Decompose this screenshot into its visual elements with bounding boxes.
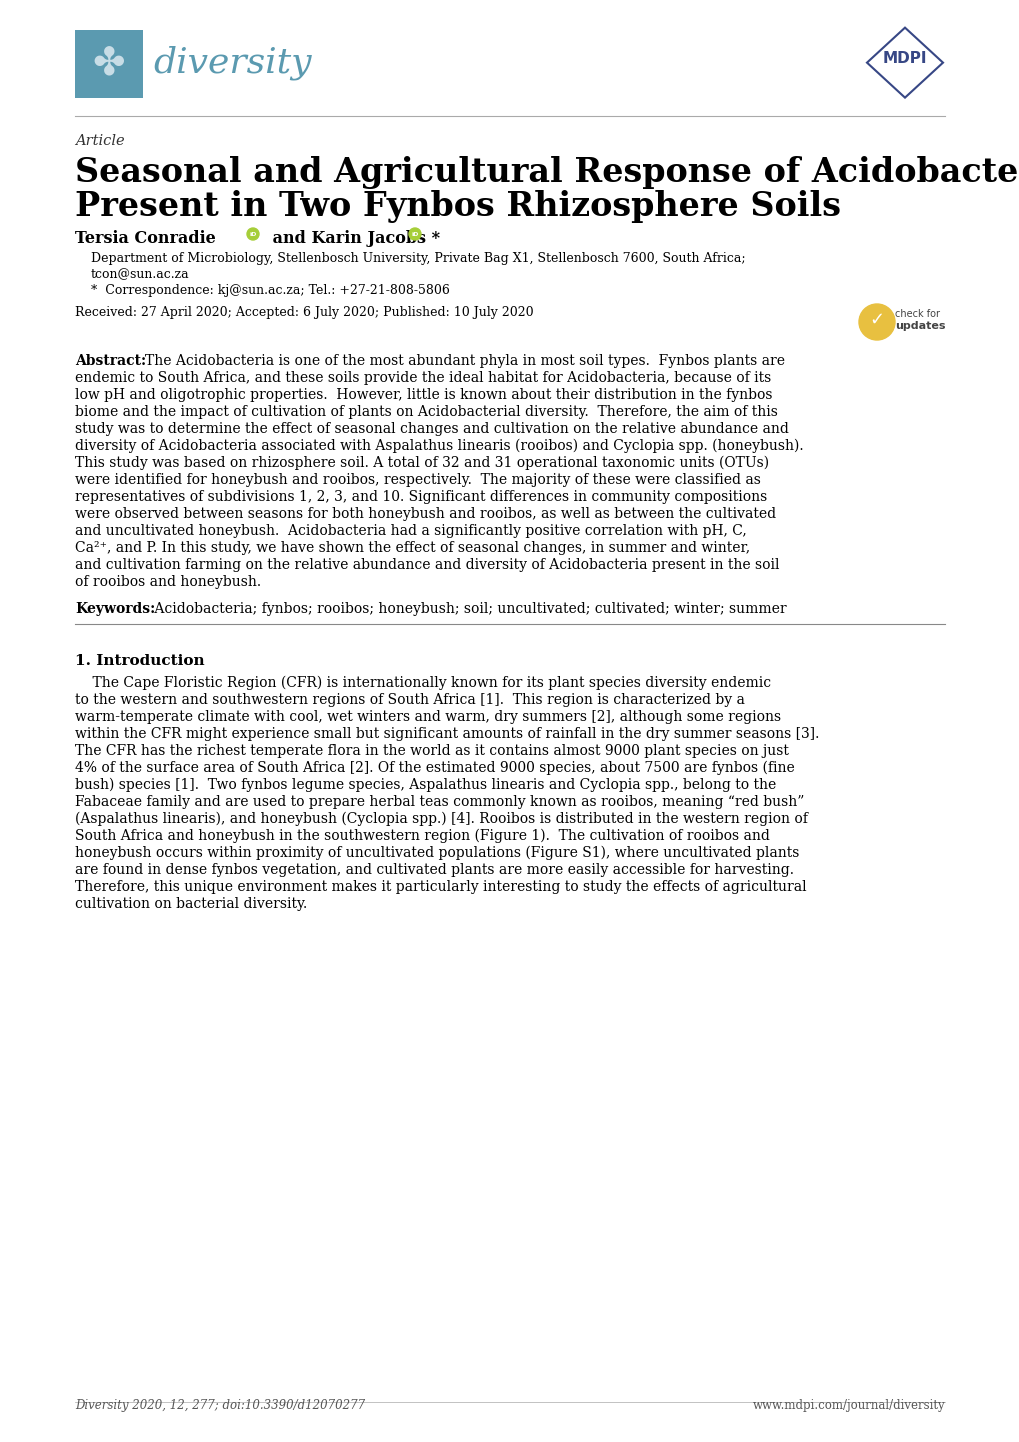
Text: iD: iD [411,232,418,236]
Text: and cultivation farming on the relative abundance and diversity of Acidobacteria: and cultivation farming on the relative … [75,558,779,572]
Text: Diversity 2020, 12, 277; doi:10.3390/d12070277: Diversity 2020, 12, 277; doi:10.3390/d12… [75,1399,365,1412]
Circle shape [247,228,259,239]
Text: The Acidobacteria is one of the most abundant phyla in most soil types.  Fynbos : The Acidobacteria is one of the most abu… [145,353,785,368]
Text: are found in dense fynbos vegetation, and cultivated plants are more easily acce: are found in dense fynbos vegetation, an… [75,862,793,877]
Text: endemic to South Africa, and these soils provide the ideal habitat for Acidobact: endemic to South Africa, and these soils… [75,371,770,385]
Text: were observed between seasons for both honeybush and rooibos, as well as between: were observed between seasons for both h… [75,508,775,521]
Text: check for: check for [894,309,940,319]
Text: The Cape Floristic Region (CFR) is internationally known for its plant species d: The Cape Floristic Region (CFR) is inter… [75,676,770,691]
Text: honeybush occurs within proximity of uncultivated populations (Figure S1), where: honeybush occurs within proximity of unc… [75,846,799,861]
Text: www.mdpi.com/journal/diversity: www.mdpi.com/journal/diversity [752,1399,944,1412]
Text: within the CFR might experience small but significant amounts of rainfall in the: within the CFR might experience small bu… [75,727,818,741]
Text: Fabaceae family and are used to prepare herbal teas commonly known as rooibos, m: Fabaceae family and are used to prepare … [75,795,804,809]
Text: Keywords:: Keywords: [75,601,155,616]
Text: updates: updates [894,322,945,332]
Text: Received: 27 April 2020; Accepted: 6 July 2020; Published: 10 July 2020: Received: 27 April 2020; Accepted: 6 Jul… [75,306,533,319]
FancyBboxPatch shape [75,30,143,98]
Text: The CFR has the richest temperate flora in the world as it contains almost 9000 : The CFR has the richest temperate flora … [75,744,788,758]
Text: were identified for honeybush and rooibos, respectively.  The majority of these : were identified for honeybush and rooibo… [75,473,760,487]
Text: low pH and oligotrophic properties.  However, little is known about their distri: low pH and oligotrophic properties. Howe… [75,388,771,402]
Text: to the western and southwestern regions of South Africa [1].  This region is cha: to the western and southwestern regions … [75,694,744,707]
Text: Tersia Conradie: Tersia Conradie [75,231,216,247]
Text: Seasonal and Agricultural Response of Acidobacteria: Seasonal and Agricultural Response of Ac… [75,156,1019,189]
Text: biome and the impact of cultivation of plants on Acidobacterial diversity.  Ther: biome and the impact of cultivation of p… [75,405,777,420]
Text: warm-temperate climate with cool, wet winters and warm, dry summers [2], althoug: warm-temperate climate with cool, wet wi… [75,709,781,724]
Text: (Aspalathus linearis), and honeybush (Cyclopia spp.) [4]. Rooibos is distributed: (Aspalathus linearis), and honeybush (Cy… [75,812,807,826]
Circle shape [409,228,421,239]
Text: study was to determine the effect of seasonal changes and cultivation on the rel: study was to determine the effect of sea… [75,423,788,435]
Text: diversity: diversity [153,45,311,79]
Circle shape [858,304,894,340]
Text: iD: iD [249,232,257,236]
Text: 4% of the surface area of South Africa [2]. Of the estimated 9000 species, about: 4% of the surface area of South Africa [… [75,761,794,776]
Text: ✓: ✓ [868,311,883,329]
Text: and Karin Jacobs *: and Karin Jacobs * [267,231,439,247]
Text: Ca²⁺, and P. In this study, we have shown the effect of seasonal changes, in sum: Ca²⁺, and P. In this study, we have show… [75,541,749,555]
Text: Department of Microbiology, Stellenbosch University, Private Bag X1, Stellenbosc: Department of Microbiology, Stellenbosch… [91,252,745,265]
Text: diversity of Acidobacteria associated with Aspalathus linearis (rooibos) and Cyc: diversity of Acidobacteria associated wi… [75,438,803,453]
Text: MDPI: MDPI [881,50,926,66]
Text: Present in Two Fynbos Rhizosphere Soils: Present in Two Fynbos Rhizosphere Soils [75,190,841,224]
Text: Therefore, this unique environment makes it particularly interesting to study th: Therefore, this unique environment makes… [75,880,806,894]
Text: cultivation on bacterial diversity.: cultivation on bacterial diversity. [75,897,307,911]
Text: representatives of subdivisions 1, 2, 3, and 10. Significant differences in comm: representatives of subdivisions 1, 2, 3,… [75,490,766,505]
Text: ✤: ✤ [93,45,125,84]
Text: and uncultivated honeybush.  Acidobacteria had a significantly positive correlat: and uncultivated honeybush. Acidobacteri… [75,523,746,538]
Text: tcon@sun.ac.za: tcon@sun.ac.za [91,268,190,281]
Text: *  Correspondence: kj@sun.ac.za; Tel.: +27-21-808-5806: * Correspondence: kj@sun.ac.za; Tel.: +2… [91,284,449,297]
Text: Article: Article [75,134,124,149]
Text: bush) species [1].  Two fynbos legume species, Aspalathus linearis and Cyclopia : bush) species [1]. Two fynbos legume spe… [75,779,775,793]
Text: Abstract:: Abstract: [75,353,146,368]
Text: This study was based on rhizosphere soil. A total of 32 and 31 operational taxon: This study was based on rhizosphere soil… [75,456,768,470]
Text: 1. Introduction: 1. Introduction [75,655,205,668]
Text: of rooibos and honeybush.: of rooibos and honeybush. [75,575,261,588]
Text: Acidobacteria; fynbos; rooibos; honeybush; soil; uncultivated; cultivated; winte: Acidobacteria; fynbos; rooibos; honeybus… [150,601,786,616]
Text: South Africa and honeybush in the southwestern region (Figure 1).  The cultivati: South Africa and honeybush in the southw… [75,829,769,844]
